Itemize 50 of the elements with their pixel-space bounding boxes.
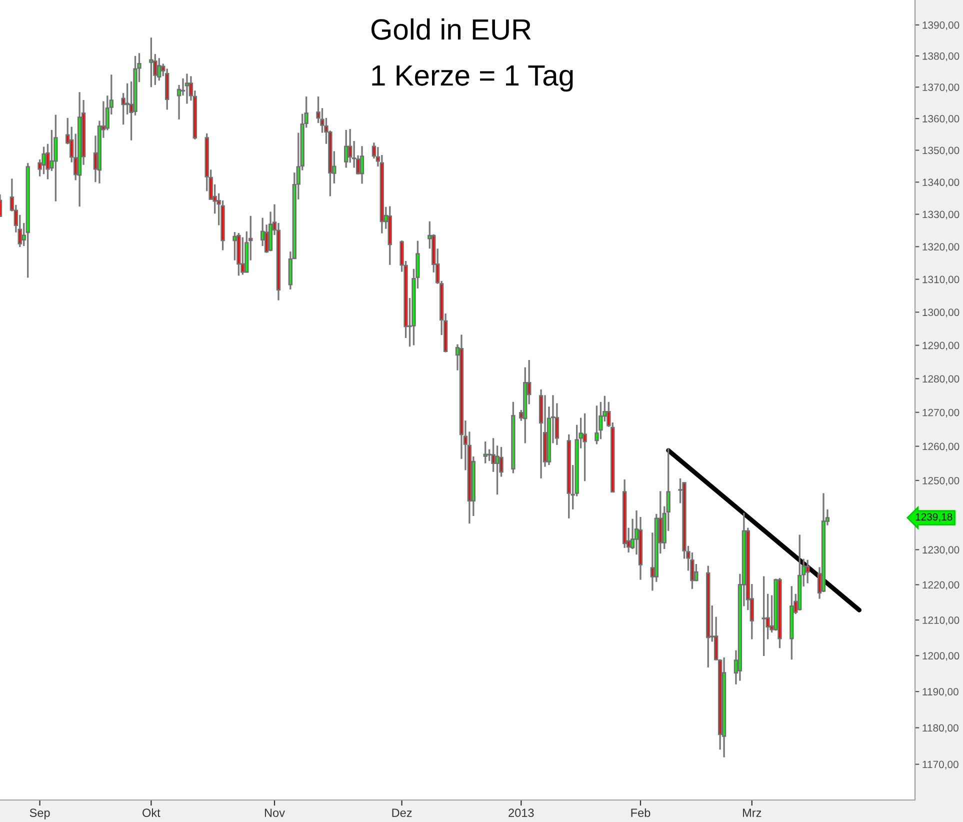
- x-tick-label: Dez: [392, 808, 412, 818]
- y-tick-label: 1340,00: [922, 178, 960, 188]
- candlestick: [54, 114, 58, 202]
- x-tick-label: 2013: [508, 808, 534, 818]
- y-tick-label: 1200,00: [922, 652, 960, 661]
- candlestick: [487, 448, 492, 462]
- y-tick-label: 1330,00: [922, 210, 960, 220]
- candlestick: [348, 128, 352, 164]
- y-tick-label: 1310,00: [922, 276, 960, 284]
- y-tick-label: 1360,00: [922, 115, 960, 124]
- y-tick-label: 1230,00: [922, 546, 960, 555]
- candlestick: [149, 36, 154, 88]
- y-tick-label: 1170,00: [922, 760, 958, 770]
- x-tick-label: Feb: [631, 808, 650, 818]
- candlestick: [240, 236, 245, 276]
- y-tick-label: 1370,00: [922, 84, 960, 92]
- candlestick: [495, 444, 500, 496]
- y-tick-label: 1220,00: [922, 581, 960, 590]
- y-tick-label: 1300,00: [922, 308, 960, 318]
- y-tick-label: 1270,00: [922, 408, 960, 418]
- y-tick-label: 1210,00: [922, 616, 960, 626]
- y-tick-label: 1390,00: [922, 21, 960, 30]
- candlestick: [582, 412, 587, 482]
- text: 1 Kerze = 1 Tag: [372, 65, 573, 92]
- x-tick-label: Sep: [30, 808, 50, 820]
- y-tick-label: 1180,00: [922, 724, 958, 733]
- candlestick: [806, 558, 810, 584]
- y-tick-label: 1250,00: [922, 476, 960, 486]
- y-tick-label: 1290,00: [922, 342, 960, 350]
- candlestick: [360, 145, 364, 185]
- candlestick: [762, 575, 766, 657]
- candlestick: [184, 72, 190, 105]
- x-tick-label: Mrz: [743, 808, 762, 817]
- x-tick-label: Nov: [264, 808, 285, 818]
- x-tick-label: Okt: [142, 808, 160, 818]
- candlestick: [157, 57, 162, 82]
- chart-title: Gold in EUR: [371, 18, 531, 40]
- y-tick-label: 1280,00: [922, 375, 960, 384]
- candlestick: [232, 231, 237, 262]
- y-tick-label: 1350,00: [922, 146, 960, 156]
- y-tick-label: 1320,00: [922, 243, 960, 252]
- candlestick: [483, 440, 488, 464]
- candlestick: [42, 146, 46, 175]
- y-tick-label: 1380,00: [922, 52, 960, 62]
- candlestick: [694, 563, 698, 582]
- candlestick: [344, 129, 348, 169]
- text: 1239,18: [916, 513, 952, 522]
- candlestick: [594, 404, 599, 446]
- y-tick-label: 1190,00: [922, 688, 958, 697]
- y-tick-label: 1260,00: [922, 442, 960, 452]
